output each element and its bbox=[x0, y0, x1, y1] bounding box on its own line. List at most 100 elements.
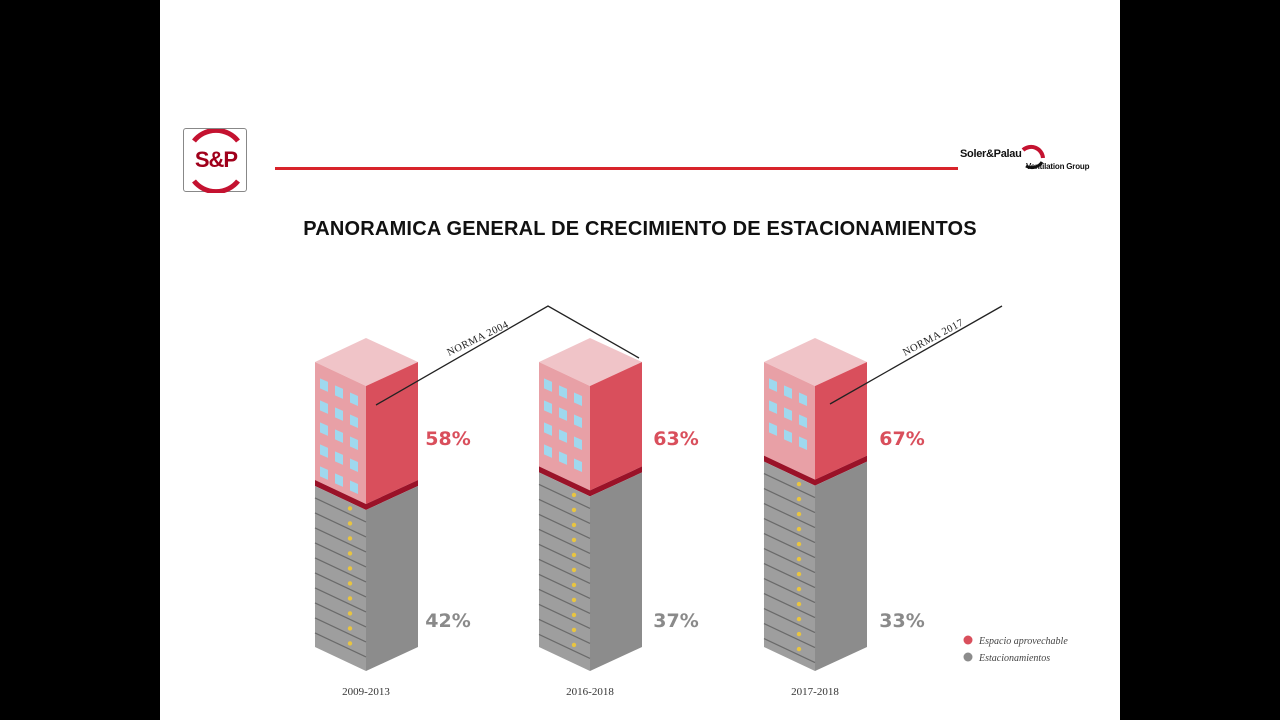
floor-divider bbox=[315, 479, 418, 510]
car-light bbox=[571, 507, 577, 513]
parking-level bbox=[314, 527, 367, 553]
car-light bbox=[571, 522, 577, 528]
parking-level bbox=[314, 602, 367, 628]
car-light bbox=[796, 616, 802, 622]
car-light bbox=[796, 556, 802, 562]
norma-2017-label: NORMA 2017 bbox=[901, 317, 965, 358]
parking-level bbox=[538, 573, 591, 599]
parking-level bbox=[314, 497, 367, 523]
window bbox=[350, 480, 358, 494]
roof bbox=[315, 338, 418, 386]
category-label-3: 2017-2018 bbox=[791, 686, 839, 698]
window bbox=[799, 436, 807, 450]
parking-level bbox=[314, 512, 367, 538]
estacionamientos-label-2: 37% bbox=[653, 610, 698, 632]
window bbox=[559, 407, 567, 421]
slide-title: PANORAMICA GENERAL DE CRECIMIENTO DE EST… bbox=[303, 218, 977, 240]
brand-name: Soler&Palau bbox=[960, 148, 1022, 160]
window bbox=[350, 458, 358, 472]
sp-logo: S&P bbox=[183, 128, 247, 193]
window bbox=[320, 444, 328, 458]
category-label-2: 2016-2018 bbox=[566, 686, 614, 698]
parking-level bbox=[763, 623, 816, 649]
parking-level bbox=[314, 587, 367, 613]
window bbox=[544, 422, 552, 436]
car-light bbox=[571, 627, 577, 633]
window bbox=[559, 451, 567, 465]
window bbox=[320, 400, 328, 414]
car-light bbox=[347, 641, 353, 646]
estacionamientos-label-1: 42% bbox=[425, 610, 470, 632]
parking-level bbox=[763, 503, 816, 529]
parking-level bbox=[763, 608, 816, 634]
legend-swatch-estacionamientos bbox=[963, 652, 973, 662]
parking-level bbox=[538, 603, 591, 629]
window bbox=[350, 436, 358, 450]
window bbox=[350, 414, 358, 428]
espacio-label-3: 67% bbox=[879, 428, 924, 450]
estacionamientos-bar bbox=[815, 461, 867, 671]
window bbox=[335, 451, 343, 465]
car-light bbox=[571, 612, 577, 618]
building-1 bbox=[314, 338, 418, 671]
parking-level bbox=[763, 488, 816, 514]
car-light bbox=[796, 481, 802, 487]
estacionamientos-label-3: 33% bbox=[879, 610, 924, 632]
norma-2004-label: NORMA 2004 bbox=[445, 319, 510, 358]
parking-level bbox=[538, 498, 591, 524]
parking-left-face bbox=[315, 485, 366, 671]
window bbox=[784, 407, 792, 421]
parking-level bbox=[314, 557, 367, 583]
espacio-bar bbox=[590, 362, 642, 491]
parking-level bbox=[314, 617, 367, 643]
car-light bbox=[571, 597, 577, 603]
legend-label-espacio: Espacio aprovechable bbox=[978, 636, 1068, 647]
parking-level bbox=[763, 473, 816, 499]
car-light bbox=[796, 586, 802, 592]
brand-logo: Soler&Palau Ventilation Group bbox=[960, 144, 1100, 178]
parking-left-face bbox=[764, 461, 815, 671]
window bbox=[769, 400, 777, 414]
building-2 bbox=[538, 338, 642, 671]
car-light bbox=[347, 596, 353, 601]
header-rule bbox=[275, 167, 958, 170]
car-light bbox=[347, 551, 353, 556]
window bbox=[799, 392, 807, 406]
chart: 58% 42% 2009-2013 63% 37% 2016-2018 67% 33% 2017… bbox=[314, 305, 1068, 698]
window bbox=[335, 385, 343, 399]
espacio-label-2: 63% bbox=[653, 428, 698, 450]
car-light bbox=[571, 552, 577, 558]
legend-swatch-espacio bbox=[963, 635, 973, 645]
brand-subtitle: Ventilation Group bbox=[1026, 162, 1090, 171]
roof bbox=[539, 338, 642, 386]
parking-level bbox=[538, 528, 591, 554]
espacio-bar bbox=[366, 362, 418, 504]
car-light bbox=[571, 492, 577, 498]
car-light bbox=[571, 642, 577, 648]
parking-level bbox=[763, 533, 816, 559]
car-light bbox=[796, 646, 802, 652]
parking-level bbox=[314, 572, 367, 598]
car-light bbox=[347, 581, 353, 586]
parking-level bbox=[538, 543, 591, 569]
car-light bbox=[571, 537, 577, 543]
floor-divider bbox=[764, 455, 867, 486]
car-light bbox=[347, 626, 353, 631]
parking-level bbox=[538, 618, 591, 644]
car-light bbox=[571, 567, 577, 573]
window bbox=[769, 422, 777, 436]
car-light bbox=[571, 582, 577, 588]
window bbox=[559, 429, 567, 443]
window bbox=[574, 458, 582, 472]
window bbox=[574, 414, 582, 428]
window bbox=[335, 473, 343, 487]
parking-level bbox=[763, 548, 816, 574]
window bbox=[320, 422, 328, 436]
floor-divider bbox=[539, 466, 642, 497]
window bbox=[769, 378, 777, 392]
car-light bbox=[347, 521, 353, 526]
logo-arc-icon bbox=[192, 129, 240, 193]
parking-level bbox=[763, 518, 816, 544]
parking-level bbox=[314, 542, 367, 568]
window bbox=[335, 429, 343, 443]
